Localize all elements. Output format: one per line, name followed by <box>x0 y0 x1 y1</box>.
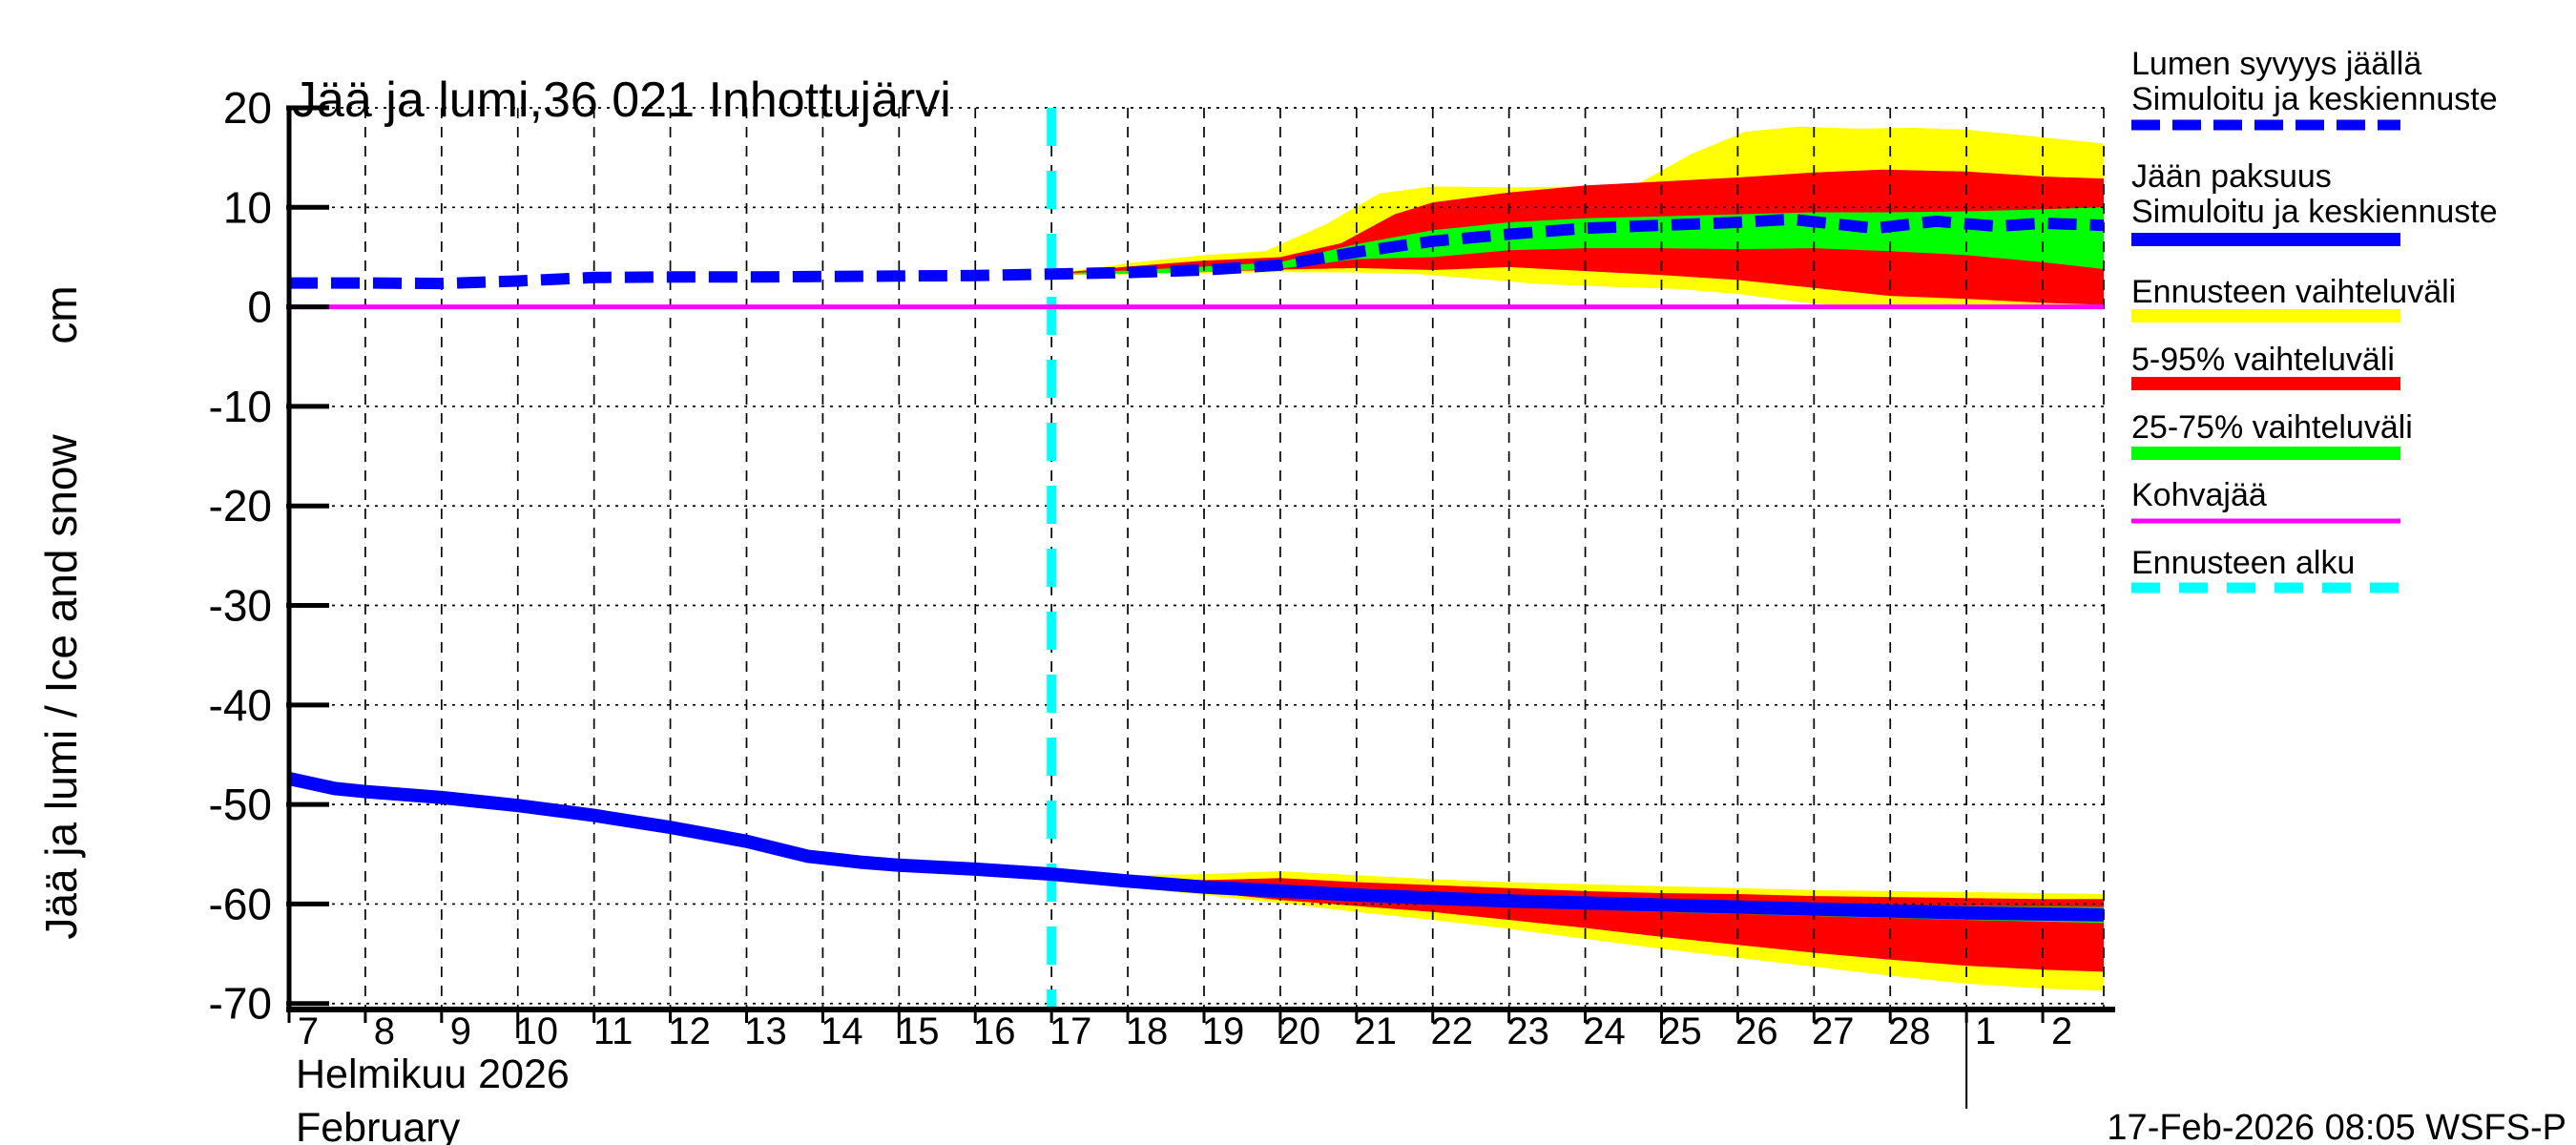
ice-thickness-median-line <box>287 772 2105 922</box>
y-tick-label: -30 <box>209 581 272 631</box>
legend-label: Simuloitu ja keskiennuste <box>2131 81 2498 117</box>
y-tick-label: -40 <box>209 680 272 730</box>
x-tick-label: 14 <box>821 1010 863 1052</box>
x-tick-label: 2 <box>2051 1010 2072 1052</box>
x-tick-label: 25 <box>1659 1010 1702 1052</box>
x-tick-label: 23 <box>1506 1010 1549 1052</box>
legend-label: Kohvajää <box>2131 477 2267 513</box>
legend-item-kohvajaa: Kohvajää <box>2131 477 2400 524</box>
legend-label: Ennusteen vaihteluväli <box>2131 274 2456 310</box>
data-series-layer <box>287 213 2105 922</box>
timestamp: 17-Feb-2026 08:05 WSFS-P <box>2107 1108 2566 1145</box>
y-axis-label: Jää ja lumi / Ice and snow <box>36 434 86 940</box>
x-tick-label: 27 <box>1812 1010 1855 1052</box>
snow-depth-median-line <box>289 213 2105 290</box>
x-tick-label: 19 <box>1202 1010 1245 1052</box>
x-tick-label: 13 <box>744 1010 787 1052</box>
x-tick-label: 10 <box>515 1010 558 1052</box>
legend-label: Lumen syvyys jäällä <box>2131 46 2421 82</box>
x-tick-label: 9 <box>450 1010 471 1052</box>
x-tick-label: 16 <box>973 1010 1016 1052</box>
legend-label: Ennusteen alku <box>2131 545 2355 581</box>
x-tick-label: 20 <box>1278 1010 1321 1052</box>
legend-label: Jään paksuus <box>2131 158 2332 195</box>
x-tick-label: 8 <box>374 1010 395 1052</box>
x-tick-label: 21 <box>1355 1010 1398 1052</box>
y-tick-label: -20 <box>209 481 272 531</box>
y-axis-unit-label: cm <box>36 285 86 344</box>
y-tick-label: 20 <box>223 83 272 133</box>
legend-item-forecast-range: Ennusteen vaihteluväli <box>2131 274 2456 323</box>
y-tick-label: 10 <box>223 182 272 232</box>
legend-item-p25-75: 25-75% vaihteluväli <box>2131 409 2413 460</box>
legend-item-p5-95: 5-95% vaihteluväli <box>2131 342 2400 390</box>
x-tick-label: 26 <box>1735 1010 1778 1052</box>
x-tick-label: 17 <box>1049 1010 1092 1052</box>
y-tick-label: -10 <box>209 382 272 431</box>
legend-label: Simuloitu ja keskiennuste <box>2131 194 2498 230</box>
x-tick-label: 7 <box>298 1010 319 1052</box>
legend-label: 5-95% vaihteluväli <box>2131 342 2395 378</box>
x-axis-month-label-en: February <box>296 1105 461 1145</box>
legend-item-forecast-start: Ennusteen alku <box>2131 545 2400 593</box>
legend-label: 25-75% vaihteluväli <box>2131 409 2413 446</box>
y-tick-label: 0 <box>247 282 272 332</box>
x-tick-label: 11 <box>593 1010 634 1052</box>
x-tick-label: 24 <box>1583 1010 1626 1052</box>
chart-title: Jää ja lumi,36 021 Inhottujärvi <box>292 73 951 128</box>
reference-lines-layer <box>289 108 2104 1010</box>
y-tick-label: -50 <box>209 780 272 829</box>
y-tick-label: -70 <box>209 979 272 1029</box>
x-tick-label: 1 <box>1975 1010 1996 1052</box>
x-tick-label: 12 <box>668 1010 711 1052</box>
x-tick-label: 18 <box>1126 1010 1169 1052</box>
x-tick-label: 28 <box>1888 1010 1931 1052</box>
forecast-bands-layer <box>1051 126 2104 991</box>
x-tick-label: 22 <box>1430 1010 1473 1052</box>
x-tick-label: 15 <box>897 1010 940 1052</box>
y-tick-label: -60 <box>209 879 272 928</box>
x-axis-month-label-fi: Helmikuu 2026 <box>296 1051 570 1097</box>
